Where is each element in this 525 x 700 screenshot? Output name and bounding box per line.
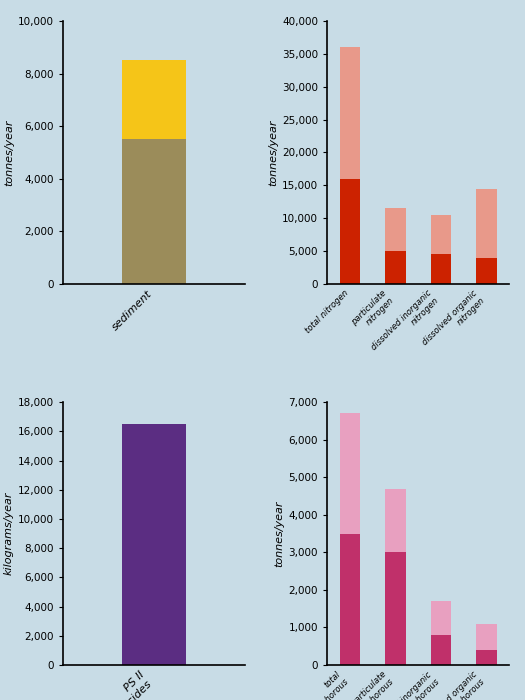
Bar <box>340 48 360 178</box>
Y-axis label: tonnes/year: tonnes/year <box>4 119 14 186</box>
Bar <box>122 139 186 284</box>
Bar <box>340 533 360 665</box>
Y-axis label: tonnes/year: tonnes/year <box>275 500 285 567</box>
Bar <box>430 601 451 635</box>
Y-axis label: kilograms/year: kilograms/year <box>4 492 14 575</box>
Bar <box>476 188 497 258</box>
Bar <box>340 178 360 284</box>
Bar <box>476 624 497 650</box>
Bar <box>476 258 497 284</box>
Bar <box>340 414 360 533</box>
Bar <box>122 60 186 139</box>
Bar <box>385 552 406 665</box>
Bar <box>385 251 406 284</box>
Y-axis label: tonnes/year: tonnes/year <box>268 119 278 186</box>
Bar <box>385 489 406 552</box>
Bar <box>476 650 497 665</box>
Bar <box>430 254 451 284</box>
Bar <box>122 424 186 665</box>
Bar <box>385 209 406 251</box>
Bar <box>430 215 451 254</box>
Bar <box>430 635 451 665</box>
